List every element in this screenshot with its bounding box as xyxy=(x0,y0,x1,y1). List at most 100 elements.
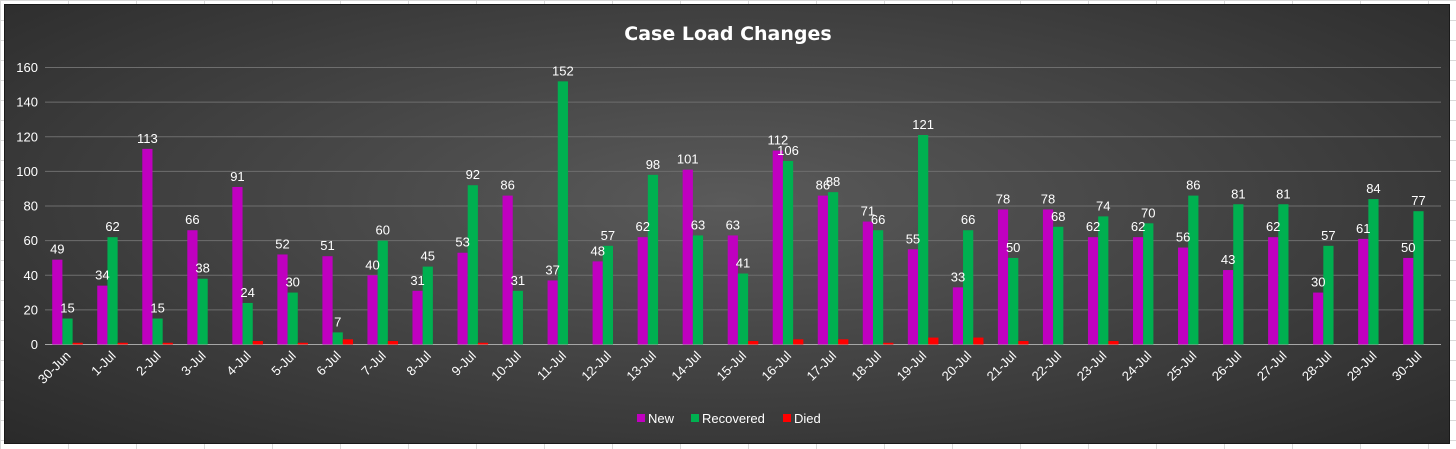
data-label-recovered: 31 xyxy=(511,273,525,288)
bar-new-24-Jul[interactable] xyxy=(1132,237,1144,345)
bar-died-16-Jul[interactable] xyxy=(793,339,804,345)
bar-new-22-Jul[interactable] xyxy=(1042,209,1054,345)
bar-recovered-2-Jul[interactable] xyxy=(152,318,163,345)
bar-new-5-Jul[interactable] xyxy=(277,254,288,345)
y-tick-label: 60 xyxy=(24,233,38,248)
bar-recovered-17-Jul[interactable] xyxy=(827,192,839,345)
bar-recovered-11-Jul[interactable] xyxy=(557,81,568,345)
bar-recovered-15-Jul[interactable] xyxy=(737,273,749,345)
data-label-recovered: 41 xyxy=(736,256,750,271)
bar-died-15-Jul[interactable] xyxy=(748,341,759,345)
bar-recovered-14-Jul[interactable] xyxy=(692,235,704,345)
bar-new-14-Jul[interactable] xyxy=(682,169,693,345)
bar-recovered-20-Jul[interactable] xyxy=(963,230,974,345)
bar-recovered-24-Jul[interactable] xyxy=(1143,223,1154,345)
bar-died-23-Jul[interactable] xyxy=(1108,341,1119,345)
bar-recovered-16-Jul[interactable] xyxy=(782,160,794,345)
bar-new-16-Jul[interactable] xyxy=(772,150,783,345)
data-label-new: 50 xyxy=(1401,240,1415,255)
bar-new-30-Jun[interactable] xyxy=(52,259,63,345)
bar-recovered-13-Jul[interactable] xyxy=(647,174,659,345)
legend-item-died[interactable]: Died xyxy=(783,411,821,426)
bar-new-9-Jul[interactable] xyxy=(457,252,468,345)
bar-died-30-Jun[interactable] xyxy=(72,342,83,345)
bar-new-6-Jul[interactable] xyxy=(322,256,333,345)
bar-recovered-5-Jul[interactable] xyxy=(287,292,298,345)
bar-recovered-7-Jul[interactable] xyxy=(377,240,388,345)
bar-new-20-Jul[interactable] xyxy=(952,287,964,345)
bar-new-19-Jul[interactable] xyxy=(907,249,919,345)
data-label-recovered: 15 xyxy=(150,301,164,316)
bar-new-30-Jul[interactable] xyxy=(1403,257,1414,345)
data-labels: 49 34 113 66 91 52 51 40 31 53 86 37 48 62 101 63 112 86 7… xyxy=(50,63,1426,329)
y-tick-label: 120 xyxy=(16,129,38,144)
bar-new-27-Jul[interactable] xyxy=(1268,237,1279,345)
data-label-new: 78 xyxy=(1041,191,1055,206)
bar-new-7-Jul[interactable] xyxy=(367,275,378,345)
bar-new-10-Jul[interactable] xyxy=(502,195,513,345)
x-tick-label: 30-Jun xyxy=(35,348,74,387)
bar-recovered-4-Jul[interactable] xyxy=(242,302,253,345)
data-label-new: 52 xyxy=(275,236,289,251)
bar-died-7-Jul[interactable] xyxy=(387,341,399,345)
bar-new-26-Jul[interactable] xyxy=(1223,270,1234,345)
data-label-new: 53 xyxy=(455,235,469,250)
bar-new-18-Jul[interactable] xyxy=(862,221,873,345)
bar-died-9-Jul[interactable] xyxy=(477,342,489,345)
bar-recovered-25-Jul[interactable] xyxy=(1188,195,1199,345)
bar-new-29-Jul[interactable] xyxy=(1358,238,1369,345)
bar-died-20-Jul[interactable] xyxy=(973,337,984,345)
bar-recovered-26-Jul[interactable] xyxy=(1233,204,1244,345)
bar-recovered-21-Jul[interactable] xyxy=(1008,257,1019,345)
bar-new-11-Jul[interactable] xyxy=(547,280,558,345)
bar-new-2-Jul[interactable] xyxy=(142,148,153,345)
legend-item-recovered[interactable]: Recovered xyxy=(691,411,765,426)
bar-recovered-10-Jul[interactable] xyxy=(512,290,523,345)
bar-recovered-27-Jul[interactable] xyxy=(1278,204,1289,345)
data-label-new: 91 xyxy=(230,169,244,184)
data-label-recovered: 38 xyxy=(195,261,209,276)
legend-item-new[interactable]: New xyxy=(637,411,675,426)
bar-died-5-Jul[interactable] xyxy=(297,342,308,345)
bar-died-1-Jul[interactable] xyxy=(117,342,128,345)
bar-recovered-18-Jul[interactable] xyxy=(872,230,884,345)
chart-area[interactable]: Case Load Changes 0 20 40 60 80 100 120 140 160 … xyxy=(4,4,1450,444)
data-label-new: 48 xyxy=(590,243,604,258)
bar-new-8-Jul[interactable] xyxy=(412,290,423,345)
bar-new-23-Jul[interactable] xyxy=(1087,237,1099,345)
bar-recovered-6-Jul[interactable] xyxy=(332,332,343,345)
data-label-new: 62 xyxy=(1086,219,1100,234)
bar-died-17-Jul[interactable] xyxy=(838,339,849,345)
bar-recovered-30-Jul[interactable] xyxy=(1413,211,1424,345)
data-label-recovered: 81 xyxy=(1276,186,1290,201)
bar-recovered-3-Jul[interactable] xyxy=(197,278,208,345)
bar-recovered-22-Jul[interactable] xyxy=(1053,226,1064,345)
bar-died-19-Jul[interactable] xyxy=(928,337,939,345)
x-tick-label: 21-Jul xyxy=(984,348,1020,384)
bar-recovered-23-Jul[interactable] xyxy=(1098,216,1109,345)
bar-recovered-9-Jul[interactable] xyxy=(467,185,478,345)
bar-recovered-29-Jul[interactable] xyxy=(1368,199,1379,345)
bar-new-1-Jul[interactable] xyxy=(97,285,108,345)
bar-new-28-Jul[interactable] xyxy=(1313,292,1324,345)
bar-recovered-8-Jul[interactable] xyxy=(422,266,433,345)
bar-new-15-Jul[interactable] xyxy=(727,235,738,345)
bar-died-4-Jul[interactable] xyxy=(252,341,263,345)
data-label-new: 40 xyxy=(365,257,379,272)
bar-died-2-Jul[interactable] xyxy=(162,342,173,345)
bar-recovered-12-Jul[interactable] xyxy=(602,245,614,345)
bar-new-4-Jul[interactable] xyxy=(232,186,243,345)
bar-new-3-Jul[interactable] xyxy=(187,230,198,345)
bar-recovered-19-Jul[interactable] xyxy=(918,135,929,345)
bar-recovered-28-Jul[interactable] xyxy=(1323,245,1334,345)
bar-died-6-Jul[interactable] xyxy=(342,339,354,345)
bar-died-18-Jul[interactable] xyxy=(883,342,894,345)
bar-recovered-1-Jul[interactable] xyxy=(107,237,118,345)
bar-new-13-Jul[interactable] xyxy=(637,237,648,345)
bar-new-21-Jul[interactable] xyxy=(997,209,1009,345)
bar-new-17-Jul[interactable] xyxy=(817,195,828,345)
bar-new-12-Jul[interactable] xyxy=(592,261,603,345)
bar-died-21-Jul[interactable] xyxy=(1018,341,1029,345)
bar-recovered-30-Jun[interactable] xyxy=(62,318,73,345)
bar-new-25-Jul[interactable] xyxy=(1178,247,1189,345)
